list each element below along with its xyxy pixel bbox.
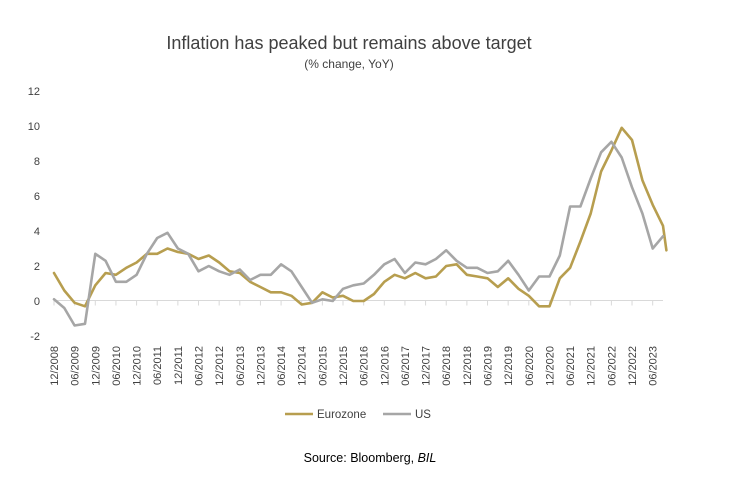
- y-axis: -2 0 2 4 6 8 10 12: [28, 86, 40, 343]
- x-tick-label: 06/2011: [152, 346, 164, 385]
- x-tick-label: 06/2017: [400, 346, 412, 386]
- x-tick-label: 06/2015: [317, 346, 329, 386]
- chart-subtitle: (% change, YoY): [304, 57, 393, 71]
- x-tick-label: 12/2011: [173, 346, 185, 385]
- x-tick-label: 06/2020: [524, 346, 536, 386]
- x-tick-label: 12/2018: [462, 346, 474, 386]
- y-tick-label: 10: [28, 121, 40, 133]
- plot-area: [52, 126, 668, 327]
- legend-label-us: US: [415, 409, 431, 421]
- y-tick-label: 6: [34, 191, 40, 203]
- source-note: Source: Bloomberg, BIL: [0, 451, 740, 465]
- x-tick-label: 06/2018: [441, 346, 453, 386]
- source-label: Source: Bloomberg,: [303, 451, 418, 465]
- x-tick-label: 06/2014: [276, 346, 288, 386]
- x-tick-label: 12/2010: [132, 346, 144, 386]
- x-tick-label: 12/2019: [503, 346, 515, 386]
- legend-label-eurozone: Eurozone: [317, 409, 366, 421]
- y-tick-label: 0: [34, 296, 40, 308]
- x-tick-label: 06/2019: [483, 346, 495, 386]
- x-tick-label: 12/2008: [49, 346, 61, 386]
- source-emphasis: BIL: [417, 451, 437, 465]
- x-tick-label: 12/2009: [90, 346, 102, 386]
- y-tick-label: -2: [30, 331, 40, 343]
- y-tick-label: 12: [28, 86, 40, 98]
- x-tick-label: 06/2013: [235, 346, 247, 386]
- x-tick-label: 12/2014: [297, 346, 309, 386]
- y-tick-label: 8: [34, 156, 40, 168]
- x-tick-label: 06/2023: [648, 346, 660, 386]
- legend: Eurozone US: [285, 409, 431, 421]
- y-tick-label: 4: [34, 226, 40, 238]
- series-line-eurozone: [52, 126, 668, 308]
- series-line-us: [52, 140, 665, 327]
- x-tick-label: 12/2013: [255, 346, 267, 386]
- x-tick-label: 12/2021: [586, 346, 598, 386]
- x-tick-label: 12/2017: [421, 346, 433, 386]
- x-tick-label: 12/2015: [338, 346, 350, 386]
- x-tick-label: 12/2016: [379, 346, 391, 386]
- x-tick-label: 06/2010: [111, 346, 123, 386]
- x-tick-label: 06/2022: [606, 346, 618, 386]
- x-tick-label: 06/2009: [70, 346, 82, 386]
- x-axis: 12/2008 06/2009 12/2009 06/2010 12/2010 06/20…: [49, 300, 663, 386]
- x-tick-label: 12/2022: [627, 346, 639, 386]
- x-tick-label: 12/2012: [214, 346, 226, 386]
- chart-title: Inflation has peaked but remains above t…: [166, 33, 531, 53]
- x-tick-label: 12/2020: [544, 346, 556, 386]
- y-tick-label: 2: [34, 261, 40, 273]
- x-tick-label: 06/2016: [359, 346, 371, 386]
- x-tick-label: 06/2012: [194, 346, 206, 386]
- x-tick-label: 06/2021: [565, 346, 577, 386]
